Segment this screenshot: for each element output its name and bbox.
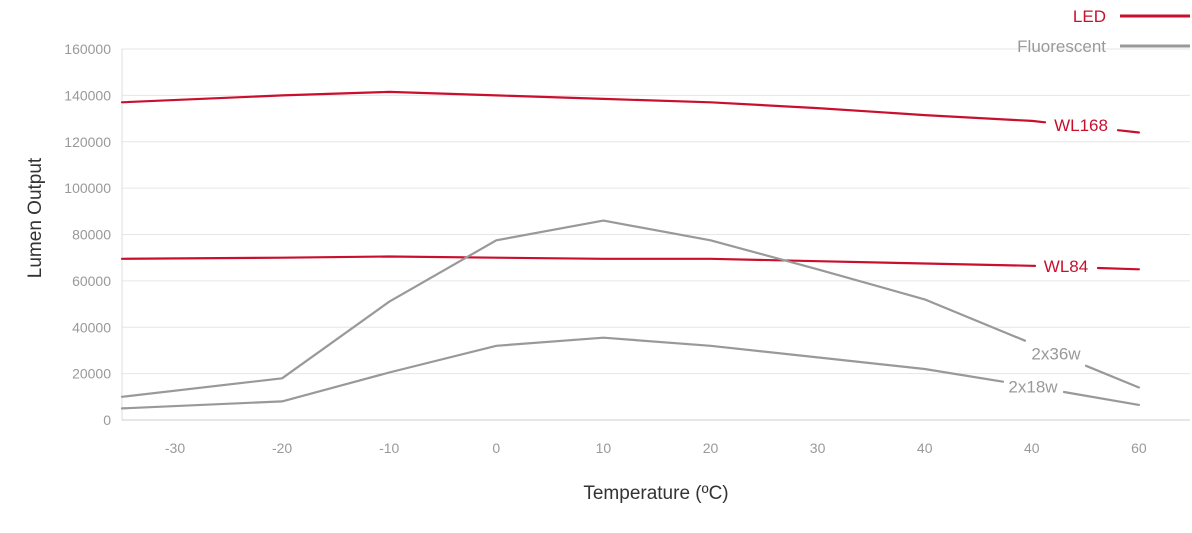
x-tick-label: 20: [703, 440, 719, 456]
legend-label: LED: [1073, 7, 1106, 26]
x-tick-label: 60: [1131, 440, 1147, 456]
y-axis-title: Lumen Output: [25, 157, 46, 278]
axes: [121, 49, 1190, 421]
y-tick-label: 0: [103, 412, 111, 428]
x-tick-label: 40: [917, 440, 933, 456]
series-line-wl168: [120, 90, 1047, 124]
y-tick-label: 140000: [64, 87, 111, 103]
y-tick-label: 120000: [64, 134, 111, 150]
series-label-2x18w: 2x18w: [1008, 378, 1058, 397]
x-axis-title: Temperature (ºC): [583, 483, 728, 504]
series-line-wl168-end: [1116, 129, 1141, 134]
y-tick-label: 160000: [64, 41, 111, 57]
y-tick-labels: 0 20000 40000 60000 80000 100000 120000 140000 1…: [64, 41, 111, 428]
series-line-2x18w-end: [1062, 390, 1141, 406]
legend-label: Fluorescent: [1017, 37, 1106, 56]
series-line-wl84: [120, 255, 1037, 267]
x-tick-label: 30: [810, 440, 826, 456]
series-line-2x36w-end: [1084, 364, 1141, 389]
x-tick-label: 0: [492, 440, 500, 456]
y-tick-label: 100000: [64, 180, 111, 196]
y-tick-label: 60000: [72, 273, 111, 289]
x-tick-labels: -30 -20 -10 0 10 20 30 40 40 60: [165, 440, 1147, 456]
series-label-wl84: WL84: [1044, 257, 1088, 276]
series-label-wl168: WL168: [1054, 116, 1108, 135]
x-tick-label: -20: [272, 440, 292, 456]
x-tick-label: -30: [165, 440, 185, 456]
series-line-wl84-end: [1096, 266, 1141, 271]
x-tick-label: -10: [379, 440, 399, 456]
x-tick-label: 40: [1024, 440, 1040, 456]
y-tick-label: 80000: [72, 227, 111, 243]
series-line-2x36w: [120, 219, 1027, 398]
x-tick-label: 10: [596, 440, 612, 456]
series-labels: WL168 WL84 2x36w 2x18w: [1008, 116, 1108, 396]
y-tick-label: 20000: [72, 366, 111, 382]
series-label-2x36w: 2x36w: [1031, 344, 1081, 363]
series-line-2x18w: [120, 336, 1005, 410]
series-lines: [120, 90, 1141, 410]
legend: LED Fluorescent: [1017, 7, 1190, 56]
gridlines: [122, 48, 1190, 421]
y-tick-label: 40000: [72, 319, 111, 335]
